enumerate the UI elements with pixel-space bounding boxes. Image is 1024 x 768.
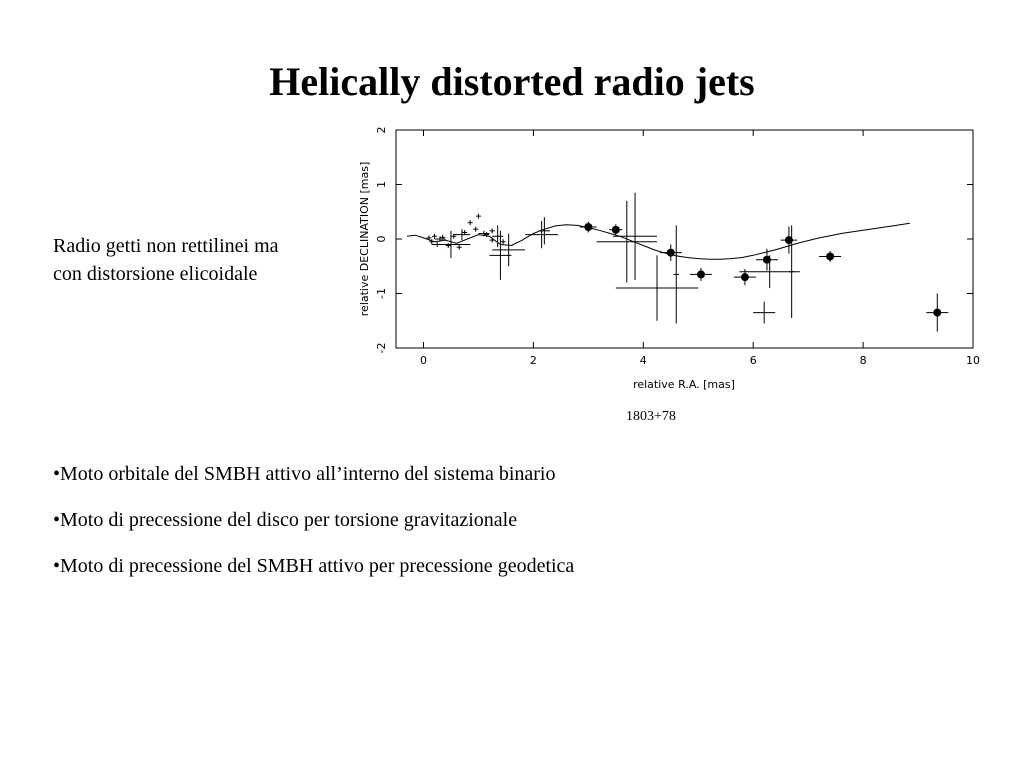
model-helix-curve xyxy=(406,222,910,260)
y-tick-label: 2 xyxy=(375,127,388,134)
y-tick-label: 0 xyxy=(375,236,388,243)
side-text-line-2: con distorsione elicoidale xyxy=(53,263,258,285)
x-tick-label: 2 xyxy=(530,354,537,367)
y-tick-label: 1 xyxy=(375,181,388,188)
y-tick-label: -2 xyxy=(375,343,388,354)
data-point-circle xyxy=(933,308,942,317)
plot-frame xyxy=(395,129,974,349)
x-tick-label: 0 xyxy=(420,354,427,367)
chart-caption: 1803+78 xyxy=(626,409,676,424)
x-tick-label: 10 xyxy=(966,354,980,367)
jet-position-chart: 0 2 4 6 8 10 -2 -1 0 1 2 relative R.A. [mas] rela… xyxy=(358,127,980,392)
x-tick-label: 6 xyxy=(750,354,757,367)
data-point-circle xyxy=(666,248,675,257)
bullet-item: •Moto di precessione del disco per torsi… xyxy=(53,509,518,531)
bullet-item: •Moto di precessione del SMBH attivo per… xyxy=(53,555,575,577)
side-text-line-1: Radio getti non rettilinei ma xyxy=(53,235,279,257)
bullet-item: •Moto orbitale del SMBH attivo all’inter… xyxy=(53,463,556,485)
data-point-circle xyxy=(584,223,593,232)
bullet-list: •Moto orbitale del SMBH attivo all’inter… xyxy=(53,460,574,598)
data-point-circle xyxy=(611,225,620,234)
side-description: Radio getti non rettilinei ma con distor… xyxy=(53,232,279,288)
data-point-circle xyxy=(762,255,771,264)
y-axis-label: relative DECLINATION [mas] xyxy=(358,162,371,316)
data-point-circle xyxy=(696,270,705,279)
x-axis-label: relative R.A. [mas] xyxy=(633,378,735,391)
y-tick-label: -1 xyxy=(375,288,388,299)
data-point-circle xyxy=(826,252,835,261)
data-point-circle xyxy=(784,236,793,245)
x-tick-label: 4 xyxy=(640,354,647,367)
data-point-circle xyxy=(740,273,749,282)
x-tick-label: 8 xyxy=(860,354,867,367)
slide-title: Helically distorted radio jets xyxy=(269,59,755,104)
